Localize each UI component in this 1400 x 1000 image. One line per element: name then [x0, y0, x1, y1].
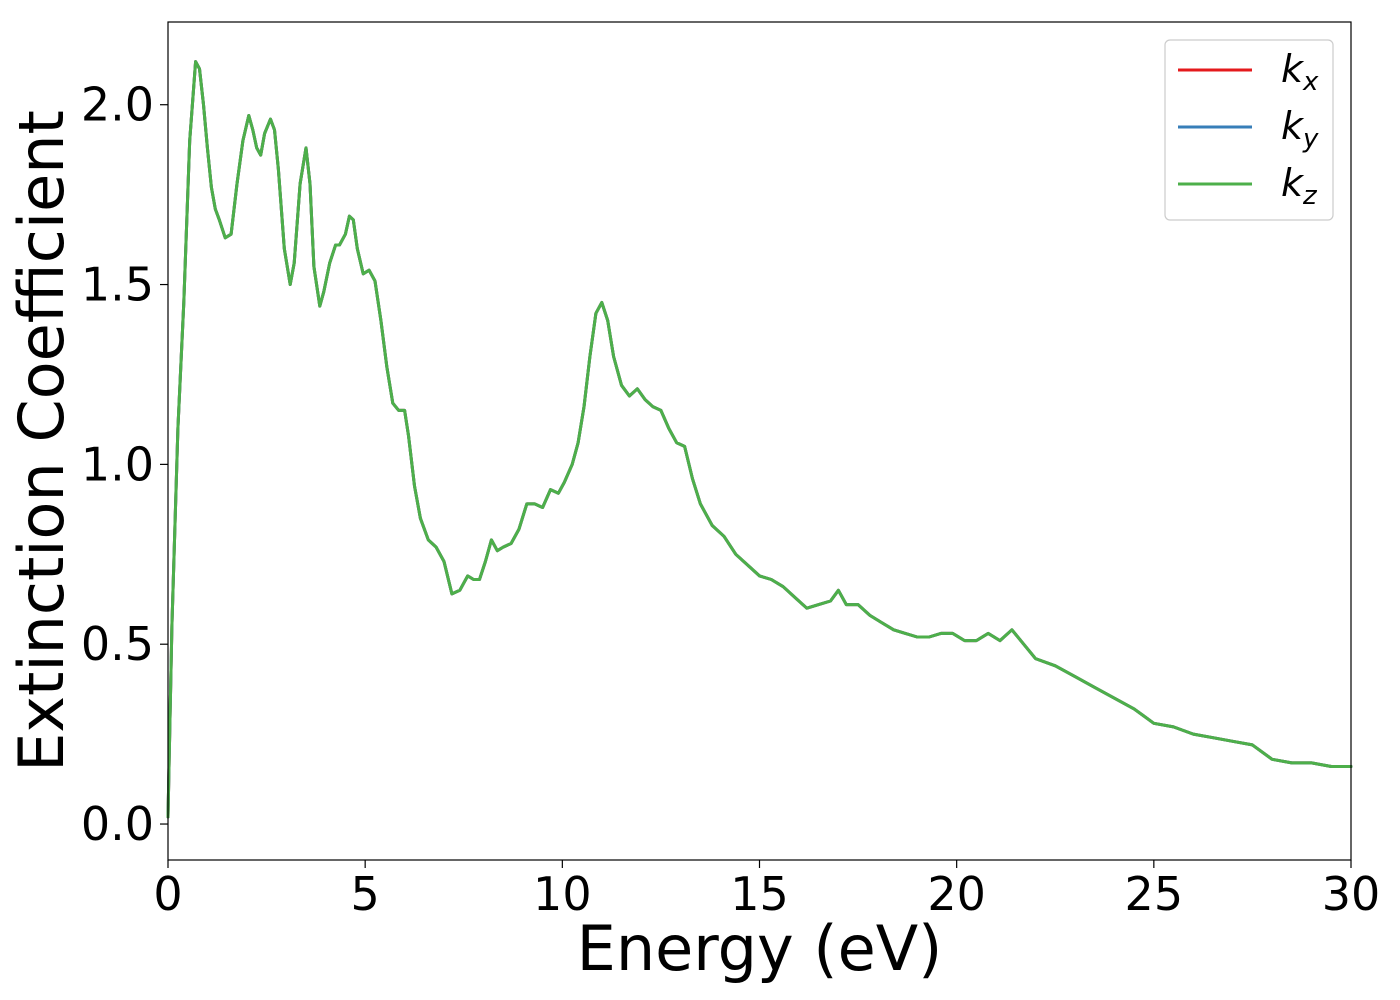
x-tick-label: 25	[1125, 867, 1184, 921]
x-tick-label: 20	[927, 867, 986, 921]
x-axis-ticks: 0 5 10 15 20 25 30	[153, 860, 1380, 921]
y-tick-label: 1.0	[81, 437, 154, 491]
x-axis-label: Energy (eV)	[577, 912, 943, 985]
series-line-kz	[166, 60, 1353, 819]
legend-label-kx: kx	[1281, 47, 1319, 97]
y-axis-label: Extinction Coefficient	[5, 110, 78, 772]
series-lines	[166, 60, 1353, 819]
legend-box	[1164, 39, 1334, 221]
legend-label-ky: ky	[1281, 104, 1319, 154]
x-tick-label: 30	[1322, 867, 1381, 921]
x-tick-label: 0	[153, 867, 182, 921]
legend: kx ky kz	[1164, 39, 1334, 221]
x-tick-label: 10	[533, 867, 592, 921]
x-tick-label: 5	[351, 867, 380, 921]
y-axis-ticks: 0.0 0.5 1.0 1.5 2.0	[81, 78, 168, 851]
y-tick-label: 0.0	[81, 797, 154, 851]
legend-label-kz: kz	[1281, 161, 1318, 211]
y-tick-label: 2.0	[81, 78, 154, 132]
y-tick-label: 1.5	[81, 258, 154, 312]
y-tick-label: 0.5	[81, 617, 154, 671]
plot-background	[168, 22, 1351, 860]
x-tick-label: 15	[730, 867, 789, 921]
